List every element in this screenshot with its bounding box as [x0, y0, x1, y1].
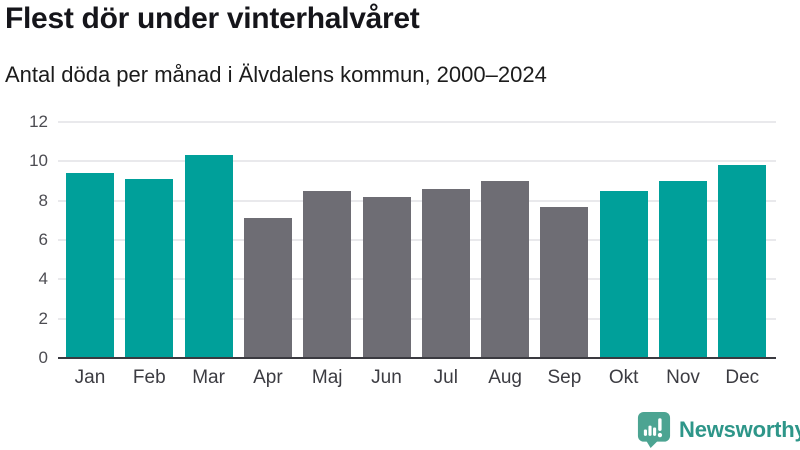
gridline: [58, 239, 776, 241]
x-tick-label: Feb: [132, 367, 166, 388]
x-tick-label: Maj: [311, 367, 343, 388]
chart-subtitle: Antal döda per månad i Älvdalens kommun,…: [5, 62, 547, 87]
bar-maj: [303, 190, 352, 358]
bar-jan: [66, 173, 114, 358]
y-tick-label: 6: [38, 230, 48, 249]
gridline: [58, 199, 776, 202]
x-tick-label: Nov: [666, 367, 700, 388]
gridline: [58, 160, 776, 163]
x-tick-label: Aug: [488, 367, 522, 388]
gridline: [58, 278, 776, 281]
y-tick-label: 10: [29, 151, 48, 171]
x-tick-label: Jul: [433, 367, 458, 388]
x-tick-label: Okt: [608, 367, 639, 388]
bar-okt: [599, 190, 648, 358]
bar-apr: [243, 218, 292, 358]
x-tick-label: Mar: [192, 367, 225, 388]
bar-jul: [421, 188, 470, 358]
bar-aug: [481, 181, 530, 358]
x-tick-label: Jun: [371, 367, 402, 388]
chart-title: Flest dör under vinterhalvåret: [5, 2, 420, 35]
newsworthy-chart-bubble-icon: [637, 411, 671, 448]
newsworthy-logo-text: Newsworthy: [679, 416, 800, 442]
x-tick-label: Apr: [253, 367, 283, 388]
bar-feb: [125, 179, 174, 358]
x-axis-line: [58, 357, 776, 359]
bar-dec: [718, 165, 767, 358]
gridline: [58, 121, 776, 123]
y-tick-label: 4: [38, 269, 48, 289]
y-tick-label: 0: [38, 348, 48, 367]
x-tick-label: Jan: [74, 367, 106, 388]
y-tick-label: 8: [38, 190, 48, 210]
x-tick-label: Sep: [547, 367, 582, 388]
x-tick-label: Dec: [725, 367, 760, 388]
gridline: [58, 317, 776, 320]
bar-mar: [184, 155, 233, 358]
y-tick-label: 12: [29, 112, 48, 131]
y-tick-label: 2: [38, 308, 48, 328]
bar-jun: [362, 196, 411, 358]
newsworthy-logo[interactable]: Newsworthy: [636, 411, 800, 448]
bar-sep: [540, 206, 589, 358]
bar-nov: [659, 181, 707, 358]
